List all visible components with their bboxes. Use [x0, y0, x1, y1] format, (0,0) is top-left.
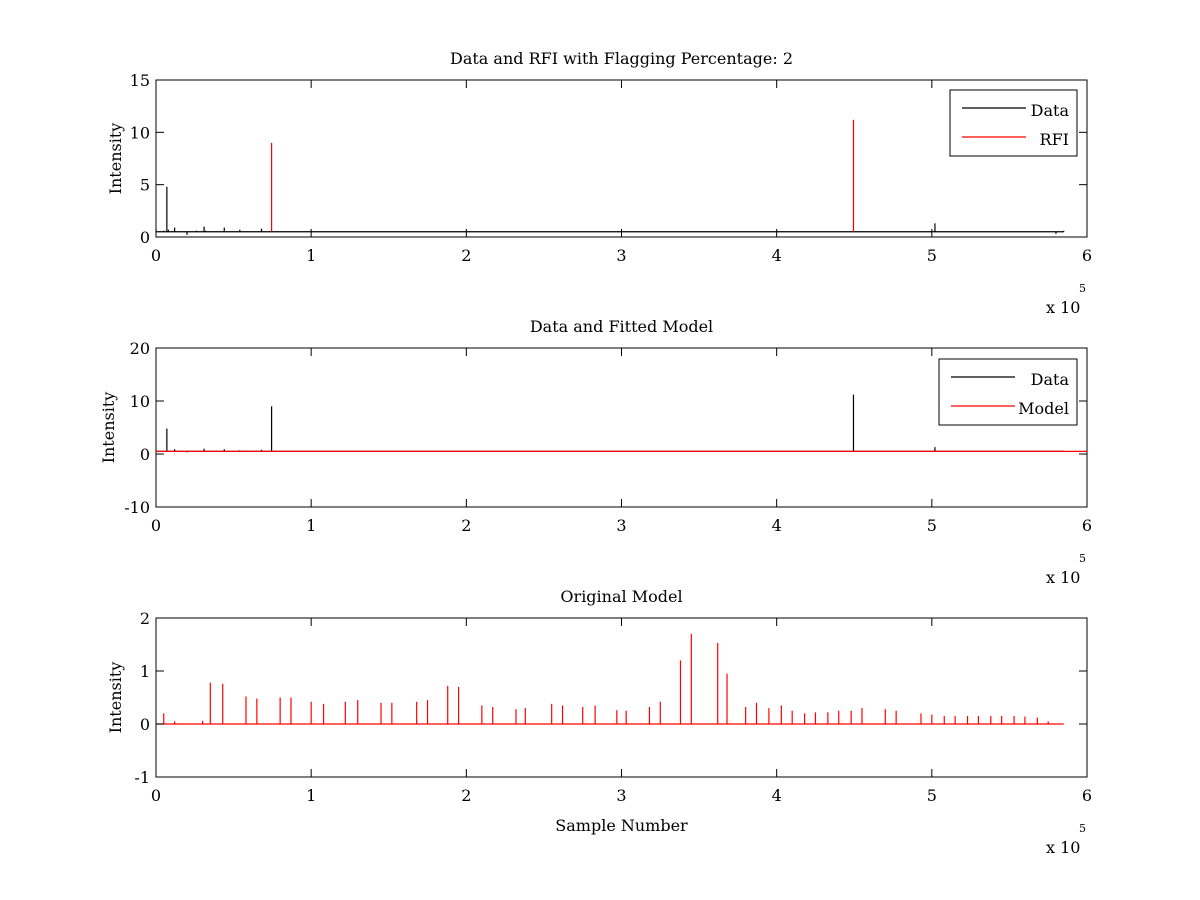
series-rfi-1 [270, 119, 855, 232]
x-multiplier-exponent: 5 [1079, 282, 1086, 295]
series-data-1 [156, 186, 1065, 235]
series-model-3 [156, 633, 1064, 725]
y-tick-label: 5 [140, 176, 150, 195]
x-tick-label: 5 [927, 786, 937, 805]
plot-area [155, 347, 1088, 508]
y-tick-label: 10 [130, 123, 150, 142]
x-multiplier: x 10 [1046, 568, 1080, 587]
x-axis-label: Sample Number [555, 816, 688, 835]
y-tick-label: 0 [140, 228, 150, 247]
legend-label: Model [1018, 399, 1069, 418]
plot-content [156, 633, 1064, 725]
x-tick-label: 1 [306, 246, 316, 265]
y-tick-label: -10 [124, 498, 150, 517]
x-multiplier: x 10 [1046, 298, 1080, 317]
legend: Data Model [938, 358, 1078, 426]
y-axis-label: Intensity [106, 662, 125, 734]
y-axis-label: Intensity [99, 392, 118, 464]
x-tick-label: 2 [461, 246, 471, 265]
x-tick-label: 4 [772, 246, 782, 265]
y-tick-label: 20 [130, 339, 150, 358]
x-tick-label: 6 [1082, 516, 1092, 535]
chart-title: Data and Fitted Model [530, 317, 713, 336]
y-tick-label: 0 [140, 445, 150, 464]
x-tick-label: 5 [927, 246, 937, 265]
x-tick-label: 4 [772, 516, 782, 535]
legend-label: Data [1031, 370, 1070, 389]
chart-title: Original Model [560, 587, 682, 606]
x-multiplier: x 10 [1046, 838, 1080, 857]
subplot-1: 0 1 2 3 4 5 6 0 5 10 15 Data and RFI with Flagging … [106, 49, 1092, 317]
x-tick-label: 4 [772, 786, 782, 805]
legend: Data RFI [949, 89, 1078, 157]
legend-label: Data [1031, 101, 1070, 120]
x-tick-label: 5 [927, 516, 937, 535]
y-tick-label: 1 [140, 662, 150, 681]
y-tick-label: 10 [130, 392, 150, 411]
x-tick-label: 2 [461, 516, 471, 535]
y-tick-label: -1 [134, 768, 150, 787]
x-tick-label: 0 [151, 786, 161, 805]
x-tick-label: 3 [616, 516, 626, 535]
x-tick-label: 6 [1082, 786, 1092, 805]
x-multiplier-exponent: 5 [1079, 552, 1086, 565]
x-tick-label: 0 [151, 246, 161, 265]
chart-title: Data and RFI with Flagging Percentage: 2 [450, 49, 793, 68]
plot-area [155, 79, 1088, 238]
x-tick-label: 3 [616, 246, 626, 265]
y-tick-label: 0 [140, 715, 150, 734]
plot-content [156, 119, 1065, 235]
x-multiplier-exponent: 5 [1079, 822, 1086, 835]
y-tick-label: 15 [130, 71, 150, 90]
x-tick-label: 1 [306, 786, 316, 805]
x-tick-label: 6 [1082, 246, 1092, 265]
x-tick-label: 1 [306, 516, 316, 535]
legend-box [938, 358, 1078, 426]
plot-content [156, 394, 1087, 453]
y-tick-label: 2 [140, 609, 150, 628]
x-tick-label: 2 [461, 786, 471, 805]
legend-label: RFI [1040, 130, 1069, 149]
x-tick-label: 0 [151, 516, 161, 535]
legend-box [949, 89, 1078, 157]
y-axis-label: Intensity [106, 123, 125, 195]
plot-area [155, 617, 1088, 778]
x-tick-label: 3 [616, 786, 626, 805]
